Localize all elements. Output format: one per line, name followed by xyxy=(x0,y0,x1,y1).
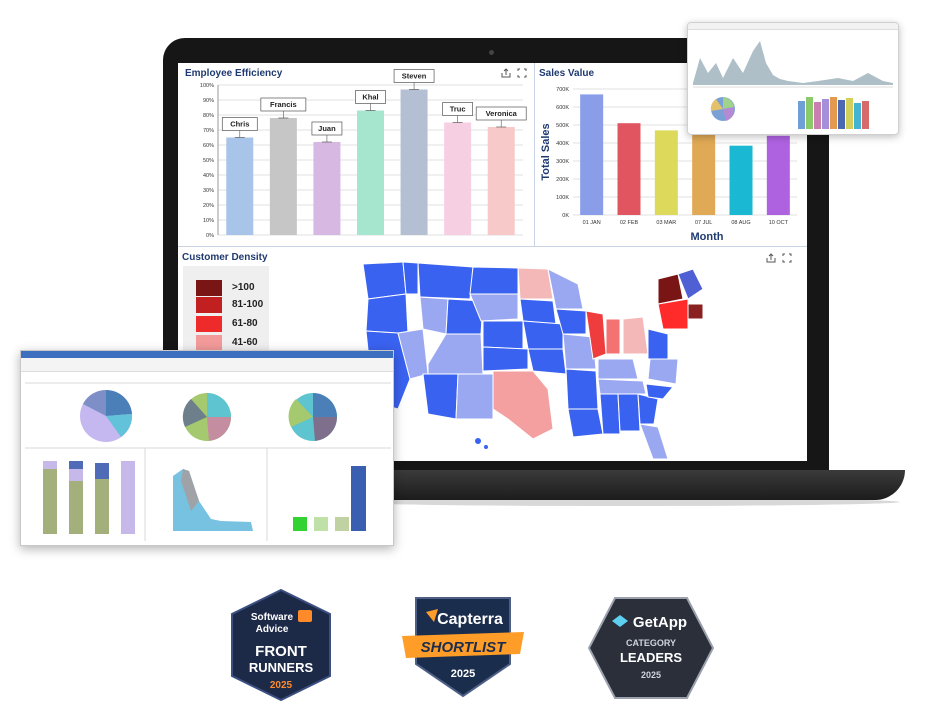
data-label: Veronica xyxy=(486,109,518,118)
y-tick-label: 400K xyxy=(556,141,569,147)
share-icon[interactable] xyxy=(766,253,776,263)
employee-efficiency-panel: Employee Efficiency 0% 10% 20% 30% 40% 50% 60%… xyxy=(178,63,535,247)
getapp-year: 2025 xyxy=(641,670,661,680)
bar[interactable] xyxy=(226,137,254,236)
bar[interactable] xyxy=(766,135,790,215)
legend-label: >100 xyxy=(232,282,255,293)
expand-icon[interactable] xyxy=(782,253,792,263)
legend-item: 81-100 xyxy=(196,296,263,313)
y-tick-label: 20% xyxy=(203,203,214,209)
legend-swatch xyxy=(196,279,222,296)
data-label: Chris xyxy=(230,120,249,129)
data-label: Khal xyxy=(362,93,378,102)
chat-icon xyxy=(298,610,312,622)
bar[interactable] xyxy=(444,122,472,236)
x-tick-label: 03 MAR xyxy=(656,220,676,226)
y-tick-label: 30% xyxy=(203,188,214,194)
sa-line3: FRONT xyxy=(255,643,307,660)
y-tick-label: 300K xyxy=(556,159,569,165)
sales-value-chart: 0K 100K 200K 300K 400K 500K 600K 700K 01 JAN 02 F… xyxy=(540,87,797,243)
getapp-line2: LEADERS xyxy=(620,650,682,665)
bar[interactable] xyxy=(580,94,604,215)
getapp-brand: GetApp xyxy=(633,614,687,631)
legend-item: >100 xyxy=(196,279,255,296)
bar[interactable] xyxy=(487,127,515,235)
customer-density-title: Customer Density xyxy=(182,252,268,263)
capterra-ribbon: SHORTLIST xyxy=(421,639,508,656)
y-tick-label: 500K xyxy=(556,123,569,129)
legend-label: 61-80 xyxy=(232,318,258,329)
bar[interactable] xyxy=(400,89,428,236)
y-tick-label: 600K xyxy=(556,105,569,111)
data-label: Steven xyxy=(402,72,427,81)
legend-swatch xyxy=(196,334,222,351)
legend-label: 81-100 xyxy=(232,299,264,310)
y-tick-label: 40% xyxy=(203,173,214,179)
bar[interactable] xyxy=(692,133,716,215)
legend-swatch xyxy=(196,315,222,332)
mini-menubar xyxy=(21,351,393,358)
mini-dashboard-top-charts xyxy=(693,41,893,129)
x-tick-label: 02 FEB xyxy=(620,220,639,226)
bar[interactable] xyxy=(617,123,641,215)
sales-value-title: Sales Value xyxy=(539,68,595,79)
expand-icon[interactable] xyxy=(517,68,527,78)
capterra-badge: Capterra SHORTLIST 2025 xyxy=(402,597,524,698)
data-label: Francis xyxy=(270,100,297,109)
getapp-diamond-icon xyxy=(612,615,628,627)
sa-year: 2025 xyxy=(270,680,293,691)
y-tick-label: 90% xyxy=(203,98,214,104)
employee-efficiency-chart: 0% 10% 20% 30% 40% 50% 60% 70% 80% 90% 100% Chris Fr… xyxy=(200,69,527,239)
laptop-base xyxy=(330,470,905,500)
y-tick-label: 0% xyxy=(206,233,214,239)
bar[interactable] xyxy=(654,130,678,215)
bar[interactable] xyxy=(313,142,341,235)
legend-swatch xyxy=(196,296,222,313)
laptop-shadow xyxy=(345,498,900,506)
sales-value-panel: Sales Value 0K 100K 200K 300K 400K 500K 600K 70… xyxy=(535,63,807,247)
bar[interactable] xyxy=(729,145,753,215)
y-tick-label: 0K xyxy=(562,213,569,219)
bar[interactable] xyxy=(357,110,384,236)
getapp-badge: GetApp CATEGORY LEADERS 2025 xyxy=(587,597,715,699)
legend-label: 41-60 xyxy=(232,337,258,348)
y-tick-label: 60% xyxy=(203,143,214,149)
data-label: Juan xyxy=(318,124,336,133)
y-tick-label: 70% xyxy=(203,128,214,134)
mini-dashboard-left-charts xyxy=(25,382,391,541)
capterra-brand: Capterra xyxy=(437,611,503,628)
mini-dashboard-left xyxy=(20,350,394,546)
employee-efficiency-title: Employee Efficiency xyxy=(185,68,283,79)
sa-line4: RUNNERS xyxy=(249,660,314,675)
sa-line2: Advice xyxy=(256,624,289,635)
bar[interactable] xyxy=(269,118,297,235)
y-tick-label: 100% xyxy=(200,83,214,89)
x-tick-label: 01 JAN xyxy=(583,220,601,226)
laptop-camera xyxy=(489,50,494,55)
mini-dashboard-top xyxy=(687,22,899,135)
getapp-line1: CATEGORY xyxy=(626,638,676,648)
software-advice-badge: Software Advice FRONT RUNNERS 2025 xyxy=(231,588,331,702)
x-axis-label: Month xyxy=(691,231,724,243)
y-axis-label: Total Sales xyxy=(540,123,552,180)
customer-density-panel: Customer Density xyxy=(178,247,807,461)
y-tick-label: 10% xyxy=(203,218,214,224)
data-label: Truc xyxy=(450,105,466,114)
legend-item: 41-60 xyxy=(196,334,258,351)
x-tick-label: 08 AUG xyxy=(731,220,750,226)
capterra-year: 2025 xyxy=(451,668,475,680)
y-tick-label: 50% xyxy=(203,158,214,164)
y-tick-label: 80% xyxy=(203,113,214,119)
y-tick-label: 200K xyxy=(556,177,569,183)
x-tick-label: 10 OCT xyxy=(769,220,789,226)
y-tick-label: 700K xyxy=(556,87,569,93)
x-tick-label: 07 JUL xyxy=(695,220,712,226)
y-tick-label: 100K xyxy=(556,195,569,201)
capterra-arrow-icon xyxy=(426,609,438,622)
legend-item: 61-80 xyxy=(196,315,258,332)
us-density-map xyxy=(362,261,704,459)
sa-line1: Software xyxy=(251,612,294,623)
share-icon[interactable] xyxy=(501,68,511,78)
